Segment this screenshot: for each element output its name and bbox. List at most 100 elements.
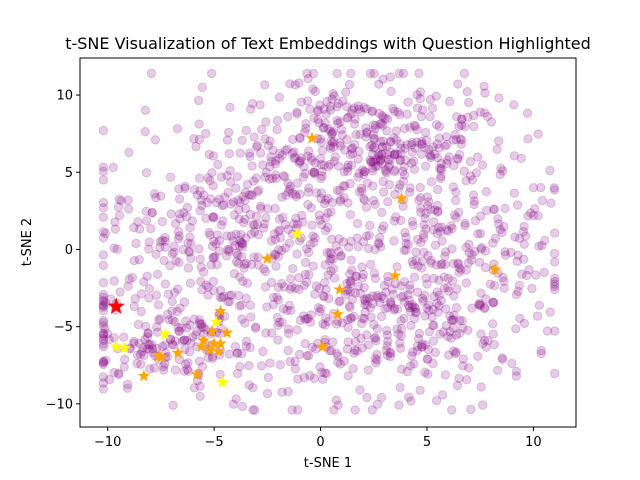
background-point (98, 378, 109, 388)
background-point (425, 150, 435, 160)
background-point (409, 359, 419, 369)
background-point (550, 279, 560, 289)
background-point (277, 245, 287, 256)
background-point (550, 185, 560, 195)
background-point (356, 318, 367, 329)
background-point (416, 149, 427, 160)
background-point (325, 101, 335, 112)
background-point (252, 219, 263, 230)
background-point (416, 207, 426, 218)
background-point (428, 304, 438, 315)
background-point (354, 187, 365, 197)
background-point (378, 120, 388, 131)
background-point (428, 142, 438, 152)
background-point (273, 226, 284, 237)
background-point (374, 79, 384, 89)
x-tick-label: 0 (316, 435, 324, 450)
background-point (339, 167, 349, 177)
background-point (182, 202, 193, 213)
background-point (174, 326, 184, 336)
background-point (353, 281, 364, 291)
background-point (175, 214, 185, 224)
background-point (405, 280, 415, 290)
background-point (377, 149, 387, 159)
background-point (170, 317, 180, 327)
background-point (333, 357, 343, 367)
background-point (329, 91, 339, 101)
background-point (512, 200, 523, 210)
background-point (198, 322, 209, 333)
background-point (390, 149, 400, 160)
background-point (373, 149, 384, 160)
background-point (266, 156, 277, 167)
background-point (392, 324, 402, 334)
background-point (345, 178, 355, 189)
background-point (287, 405, 297, 415)
background-point (98, 197, 109, 208)
background-point (197, 319, 207, 329)
background-point (529, 210, 539, 221)
background-point (395, 338, 405, 348)
background-point (219, 200, 229, 210)
background-point (390, 165, 400, 175)
background-point (360, 296, 370, 306)
background-point (299, 311, 309, 321)
background-point (145, 340, 155, 350)
background-point (208, 151, 219, 161)
background-point (345, 276, 355, 287)
background-point (274, 92, 285, 103)
background-point (311, 188, 322, 198)
background-point (550, 248, 560, 259)
background-point (454, 267, 464, 277)
background-point (472, 152, 483, 162)
background-point (311, 281, 322, 291)
background-point (407, 299, 417, 310)
background-point (141, 206, 152, 217)
background-point (249, 227, 260, 237)
background-point (269, 229, 280, 239)
background-point (143, 328, 153, 338)
background-point (396, 343, 406, 353)
background-point (431, 120, 442, 130)
background-point (432, 298, 442, 309)
background-point (224, 349, 235, 359)
background-point (167, 339, 178, 350)
background-point (368, 181, 378, 191)
background-point (390, 279, 401, 289)
background-point (489, 339, 499, 350)
background-point (419, 143, 429, 153)
background-point (452, 380, 463, 391)
background-point (194, 173, 205, 183)
background-point (429, 291, 439, 302)
background-point (529, 204, 540, 214)
background-point (402, 140, 413, 150)
background-point (140, 334, 150, 345)
background-point (240, 318, 250, 328)
background-point (280, 219, 291, 230)
background-point (436, 158, 446, 169)
background-point (475, 211, 486, 221)
background-point (499, 276, 509, 286)
background-point (321, 368, 332, 379)
background-point (260, 172, 270, 182)
background-point (278, 212, 288, 223)
background-point (406, 158, 417, 168)
background-point (399, 297, 409, 307)
background-point (422, 303, 432, 313)
background-point (369, 319, 379, 330)
background-point (224, 290, 235, 301)
background-point (451, 213, 461, 223)
background-point (388, 103, 398, 114)
background-point (488, 297, 498, 307)
background-point (256, 203, 266, 214)
background-point (304, 146, 314, 156)
background-point (433, 307, 443, 317)
background-point (389, 303, 400, 314)
background-point (329, 405, 339, 415)
highlight-star-point (195, 340, 208, 352)
background-point (522, 108, 533, 118)
background-point (365, 220, 375, 231)
background-point (454, 149, 465, 160)
background-point (244, 190, 254, 200)
background-point (479, 108, 490, 118)
